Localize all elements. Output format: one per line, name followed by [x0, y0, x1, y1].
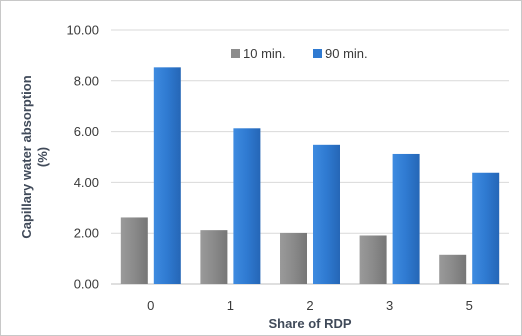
bars: [120, 67, 500, 284]
y-tick-label: 0.00: [74, 277, 99, 292]
bar-90min-2: [313, 144, 340, 284]
bar-90min-3: [392, 153, 420, 284]
x-tick-label: 0: [147, 298, 154, 313]
legend-label: 10 min.: [243, 46, 286, 61]
bar-10min-5: [439, 254, 467, 284]
bar-10min-2: [280, 232, 307, 284]
bar-10min-3: [359, 235, 387, 284]
y-tick-label: 2.00: [74, 226, 99, 241]
y-tick-label: 6.00: [74, 124, 99, 139]
legend-swatch: [231, 49, 240, 58]
axis-labels: Share of RDP Capillary water absorption (%…: [19, 75, 352, 331]
y-axis-label: (%): [35, 147, 50, 167]
y-axis-label: Capillary water absorption: [19, 75, 34, 238]
x-tick-label: 3: [386, 298, 393, 313]
x-tick-label: 1: [227, 298, 234, 313]
legend: 10 min. 90 min.: [231, 46, 368, 61]
x-tick-labels: 0 1 2 3 5: [147, 298, 473, 313]
y-tick-label: 4.00: [74, 175, 99, 190]
bar-90min-5: [472, 172, 500, 284]
x-tick-label: 5: [466, 298, 473, 313]
x-axis-label: Share of RDP: [268, 316, 351, 331]
bar-10min-0: [120, 217, 148, 284]
y-tick-label: 8.00: [74, 73, 99, 88]
y-tick-label: 10.00: [66, 23, 99, 38]
y-tick-labels: 0.00 2.00 4.00 6.00 8.00 10.00: [66, 23, 99, 292]
bar-10min-1: [200, 230, 228, 284]
legend-swatch: [313, 49, 322, 58]
bar-90min-1: [233, 128, 261, 284]
legend-label: 90 min.: [325, 46, 368, 61]
x-tick-label: 2: [306, 298, 313, 313]
bar-90min-0: [153, 67, 181, 284]
